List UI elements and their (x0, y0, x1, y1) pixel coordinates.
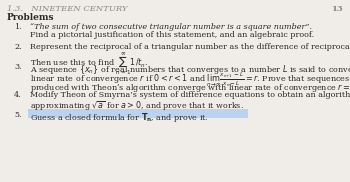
Text: Find a pictorial justification of this statement, and an algebraic proof.: Find a pictorial justification of this s… (30, 31, 314, 39)
Text: 1.3. NINETEEN CENTURY: 1.3. NINETEEN CENTURY (7, 5, 127, 13)
Text: 4.: 4. (14, 91, 22, 99)
Text: 2.: 2. (14, 43, 22, 51)
Text: Then use this to find $\sum_{n=1}^{\infty} 1/t_n$.: Then use this to find $\sum_{n=1}^{\inft… (30, 51, 148, 78)
Bar (28, 109, 248, 118)
Text: approximating $\sqrt{a}$ for $a > 0$, and prove that it works.: approximating $\sqrt{a}$ for $a > 0$, an… (30, 99, 244, 113)
Text: Modify Theon of Smyrna’s system of difference equations to obtain an algorithm f: Modify Theon of Smyrna’s system of diffe… (30, 91, 350, 99)
Text: produced with Theon’s algorithm converge with linear rate of convergence $r = \f: produced with Theon’s algorithm converge… (30, 79, 350, 97)
Text: 1.: 1. (14, 23, 22, 31)
Text: Represent the reciprocal of a triangular number as the difference of reciprocals: Represent the reciprocal of a triangular… (30, 43, 350, 51)
Text: Problems: Problems (7, 13, 55, 22)
Text: Guess a closed formula for $\mathbf{T_n}$, and prove it.: Guess a closed formula for $\mathbf{T_n}… (30, 111, 209, 124)
Text: 5.: 5. (14, 111, 21, 119)
Text: A sequence $\{x_n\}$ of real numbers that converges to a number $L$ is said to c: A sequence $\{x_n\}$ of real numbers tha… (30, 63, 350, 76)
Text: 13: 13 (331, 5, 343, 13)
Text: linear rate of convergence $r$ if $0 < r < 1$ and $\lim_{n\to\infty} \frac{x_{n+: linear rate of convergence $r$ if $0 < r… (30, 71, 350, 90)
Text: 3.: 3. (14, 63, 22, 71)
Text: “The sum of two consecutive triangular number is a square number”.: “The sum of two consecutive triangular n… (30, 23, 312, 31)
